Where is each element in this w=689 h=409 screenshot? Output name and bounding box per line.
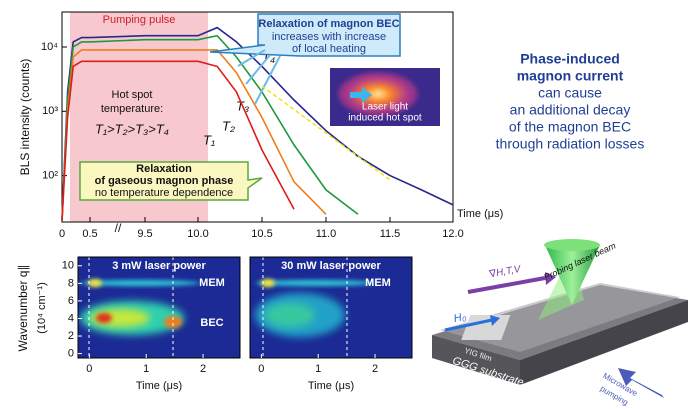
panel-title: 30 mW laser power	[281, 260, 381, 272]
blob	[265, 303, 315, 327]
y-tick-label: 10²	[42, 170, 58, 182]
callout-title: of gaseous magnon phase	[95, 175, 234, 187]
note-title: Phase-induced	[520, 51, 620, 67]
blob	[96, 313, 112, 323]
panel-title: 3 mW laser power	[112, 260, 206, 272]
y-tick-label: 10⁴	[41, 41, 58, 53]
x-tick-label: 0	[258, 363, 264, 375]
diagram-label: ∇H,T,V	[488, 264, 523, 281]
y-tick-label: 10	[62, 260, 74, 272]
gradient-arrow	[468, 278, 545, 292]
annotation: Hot spot	[112, 89, 153, 101]
y-axis-label: BLS intensity (counts)	[18, 59, 32, 176]
page: {"chart_data": [ {"type": "line", "ylabe…	[0, 0, 689, 409]
y-tick-label: 10³	[42, 105, 58, 117]
axis-break: //	[115, 221, 122, 235]
annotation: temperature:	[101, 103, 163, 115]
note-text: through radiation losses	[496, 136, 645, 152]
diagram: Probing laser beam ∇H,T,V H₀ YIG film GG…	[432, 239, 688, 407]
image-caption: Laser light	[362, 102, 408, 113]
x-tick-label: 10.5	[251, 228, 272, 240]
note-text: of the magnon BEC	[509, 119, 631, 135]
image-caption: induced hot spot	[348, 113, 422, 124]
callout-text: increases with increase	[272, 31, 386, 43]
blob	[88, 279, 102, 287]
x-tick-label: 0.5	[82, 228, 97, 240]
x-axis-label: Time (μs)	[308, 380, 354, 392]
series-label: T₂	[222, 118, 235, 133]
panel-label: MEM	[199, 277, 225, 289]
y-axis-label: Wavenumber q∥	[16, 265, 30, 352]
x-tick-label: 0	[86, 363, 92, 375]
pump-label: Pumping pulse	[103, 14, 176, 26]
callout-title: Relaxation	[136, 163, 192, 175]
figure: 10² 10³ 10⁴ 0 0.5 9.5 10.0 10.5 11.0 11.5 12.0 Time…	[0, 0, 689, 409]
laser-cone-top	[544, 239, 600, 251]
x-tick-label: 12.0	[442, 228, 463, 240]
y-axis-label: (10⁴ cm⁻¹)	[36, 282, 48, 333]
panel-label: BEC	[200, 317, 223, 329]
y-tick-label: 8	[68, 277, 74, 289]
note-text: an additional decay	[510, 102, 631, 118]
note-text: can cause	[538, 85, 602, 101]
y-tick-label: 6	[68, 295, 74, 307]
x-axis-label: Time (μs)	[457, 208, 503, 220]
callout-text: no temperature dependence	[95, 187, 233, 199]
annotation: T₁>T₂>T₃>T₄	[95, 121, 169, 136]
y-tick-label: 4	[68, 312, 74, 324]
x-tick-label: 1	[143, 363, 149, 375]
callout-text: of local heating	[292, 43, 366, 55]
heatmaps: 3 mW laser power MEM BEC 30 mW laser pow…	[16, 257, 412, 392]
callout-title: Relaxation of magnon BEC	[258, 18, 399, 30]
series-label: T₁	[203, 132, 215, 147]
y-tick-label: 2	[68, 330, 74, 342]
note-title: magnon current	[517, 68, 624, 84]
x-tick-label: 2	[372, 363, 378, 375]
x-tick-label: 11.0	[316, 228, 337, 240]
x-axis-label: Time (μs)	[136, 380, 182, 392]
panel-label: MEM	[365, 277, 391, 289]
x-tick-label: 11.5	[380, 228, 401, 240]
x-tick-label: 1	[315, 363, 321, 375]
x-tick-label: 10.0	[187, 228, 208, 240]
y-tick-label: 0	[68, 348, 74, 360]
x-tick-label: 2	[200, 363, 206, 375]
x-tick-label: 9.5	[137, 228, 152, 240]
x-tick-label: 0	[59, 228, 65, 240]
